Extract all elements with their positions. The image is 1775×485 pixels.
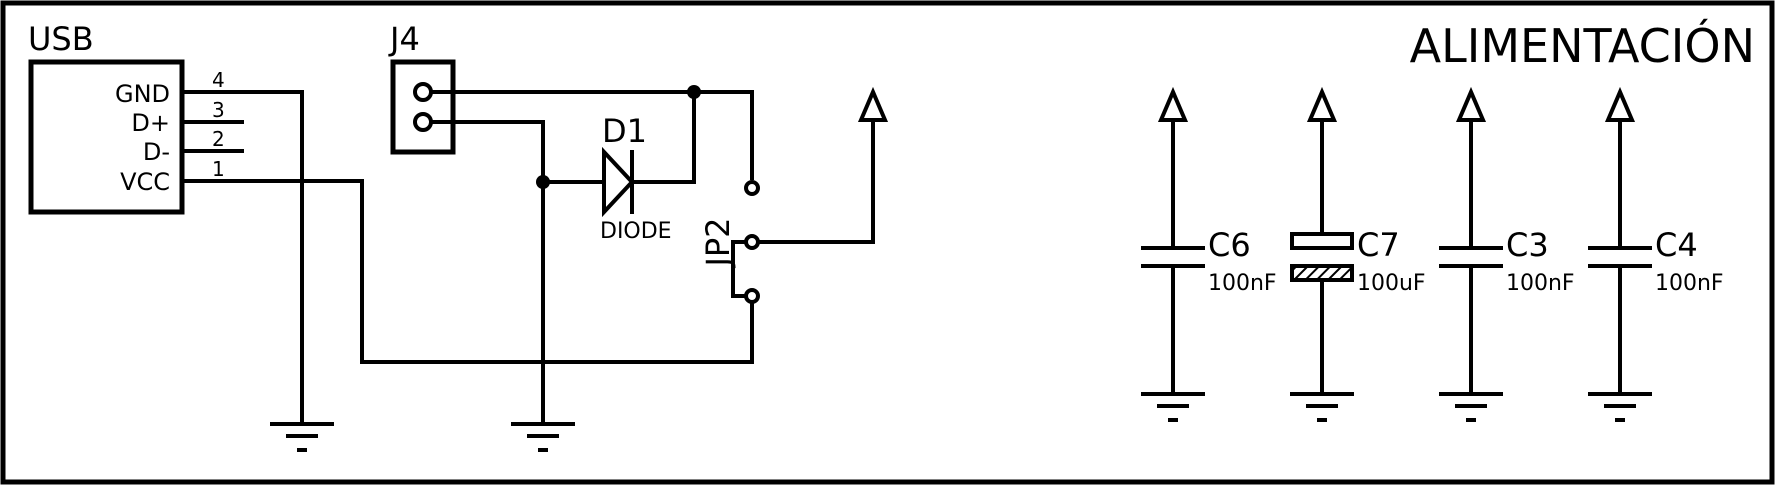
capacitor-c7: C7 100uF bbox=[1290, 86, 1426, 422]
ground-icon bbox=[270, 422, 334, 452]
usb-pin-number-2: 2 bbox=[212, 127, 225, 151]
wire-usb-vcc bbox=[182, 179, 754, 364]
usb-pin-number-3: 3 bbox=[212, 98, 225, 122]
usb-body bbox=[28, 59, 185, 215]
capacitor-name: C3 bbox=[1506, 226, 1549, 264]
ground-icon bbox=[511, 422, 575, 452]
capacitor-positive-plate bbox=[1290, 232, 1354, 250]
usb-pin-number-1: 1 bbox=[212, 157, 225, 181]
diode-value: DIODE bbox=[600, 219, 672, 244]
jumper-bridge bbox=[731, 240, 746, 298]
capacitor-value: 100nF bbox=[1208, 271, 1277, 296]
capacitor-value: 100nF bbox=[1506, 271, 1575, 296]
usb-pin-label-dplus: D+ bbox=[131, 109, 170, 137]
capacitor-c6: C6 100nF bbox=[1141, 86, 1277, 422]
capacitor-name: C4 bbox=[1655, 226, 1698, 264]
capacitor-value: 100uF bbox=[1357, 271, 1426, 296]
usb-pin-number-4: 4 bbox=[212, 68, 225, 92]
capacitor-negative-plate bbox=[1290, 264, 1354, 282]
diode-d1: D1 DIODE bbox=[543, 92, 696, 244]
j4-pin-1 bbox=[413, 82, 433, 102]
wire-j4-pin2 bbox=[431, 120, 545, 422]
usb-name: USB bbox=[28, 20, 94, 58]
jumper-pin-2 bbox=[744, 234, 760, 250]
wire-jumper-out bbox=[758, 120, 875, 244]
sheet-title: ALIMENTACIÓN bbox=[1410, 19, 1755, 73]
j4-name: J4 bbox=[388, 20, 420, 58]
usb-pin-label-vcc: VCC bbox=[120, 168, 170, 196]
j4-body bbox=[390, 59, 456, 155]
capacitor-c3: C3 100nF bbox=[1439, 86, 1575, 422]
usb-connector: USB GND D+ D- VCC 4 3 2 1 bbox=[28, 20, 244, 215]
jumper-jp2: JP2 bbox=[699, 180, 760, 304]
j4-pin-2 bbox=[413, 112, 433, 132]
diode-cathode-wire bbox=[632, 92, 696, 184]
capacitor-c4: C4 100nF bbox=[1588, 86, 1724, 422]
jumper-pin-1 bbox=[744, 180, 760, 196]
capacitor-name: C7 bbox=[1357, 226, 1400, 264]
diode-name: D1 bbox=[602, 112, 647, 150]
usb-pin-label-dminus: D- bbox=[143, 138, 170, 166]
capacitor-value: 100nF bbox=[1655, 271, 1724, 296]
wire-j4-pin1 bbox=[431, 90, 754, 180]
supply-arrow-icon bbox=[857, 86, 889, 122]
capacitor-name: C6 bbox=[1208, 226, 1251, 264]
wire-usb-gnd bbox=[182, 90, 304, 422]
jumper-name: JP2 bbox=[699, 217, 737, 268]
diode-triangle bbox=[602, 146, 635, 218]
jumper-pin-3 bbox=[744, 288, 760, 304]
usb-pin-label-gnd: GND bbox=[115, 80, 170, 108]
